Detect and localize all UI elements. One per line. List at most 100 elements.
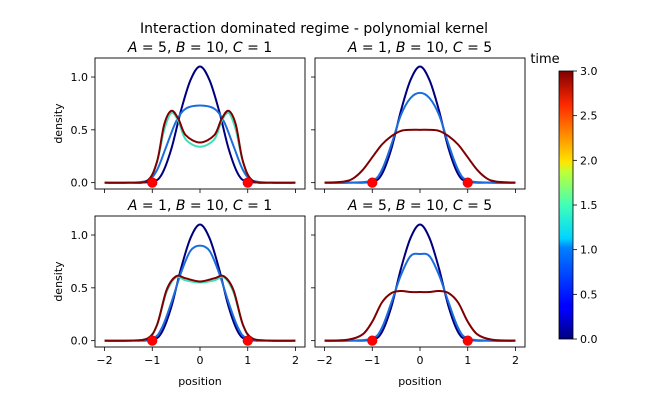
y-tick-label: 0.0	[71, 177, 89, 190]
y-tick-label: 1.0	[71, 71, 89, 84]
initial-point-marker	[367, 177, 378, 188]
param-equals: =	[185, 198, 206, 214]
figure-title: Interaction dominated regime - polynomia…	[140, 21, 488, 37]
series-line-t-0-0	[324, 223, 516, 342]
colorbar-label: time	[530, 52, 559, 67]
param-value: 5	[483, 198, 492, 214]
param-equals: =	[137, 40, 158, 56]
param-sep: ,	[224, 40, 233, 56]
y-tick-label: 1.0	[71, 229, 89, 242]
colorbar-tick-label: 0.0	[580, 333, 598, 346]
series-line-t-1-0	[104, 244, 296, 342]
initial-point-marker	[147, 177, 158, 188]
initial-point-marker	[242, 335, 253, 346]
param-equals: =	[405, 40, 426, 56]
colorbar-tick-label: 2.5	[580, 110, 598, 123]
x-axis-label: position	[398, 375, 442, 388]
series-line-t-1-5	[104, 275, 296, 342]
param-sep: ,	[387, 40, 396, 56]
param-value: 10	[206, 40, 224, 56]
axes-frame	[94, 57, 306, 190]
param-equals: =	[185, 40, 206, 56]
param-name: B	[396, 198, 406, 214]
colorbar-tick-label: 1.5	[580, 199, 598, 212]
panel-4: A = 5, B = 10, C = 5 −2 −1 0 1 2 position	[311, 198, 526, 388]
param-equals: =	[357, 198, 378, 214]
param-value: 5	[158, 40, 167, 56]
series-line-t-1-0	[324, 91, 516, 184]
param-sep: ,	[224, 198, 233, 214]
param-sep: ,	[444, 40, 453, 56]
param-name: A	[347, 40, 358, 56]
initial-point-marker	[147, 335, 158, 346]
param-name: C	[233, 40, 243, 56]
colorbar-tick-label: 1.0	[580, 244, 598, 257]
param-equals: =	[463, 40, 484, 56]
param-name: B	[176, 40, 186, 56]
y-axis-label: density	[52, 103, 65, 144]
param-value: 1	[158, 198, 167, 214]
colorbar-tick-label: 2.0	[580, 154, 598, 167]
colorbar-gradient	[558, 70, 574, 340]
panel-title: A = 5, B = 10, C = 5	[347, 198, 492, 214]
colorbar-tick-label: 0.5	[580, 288, 598, 301]
colorbar: time 0.0 0.5 1.0 1.5 2.0 2.5 3.0	[530, 52, 597, 346]
x-tick-label: 0	[417, 354, 424, 367]
series-line-t-3-0	[324, 128, 516, 184]
series-line-t-3-0	[324, 289, 516, 342]
series-line-t-1-0	[324, 252, 516, 342]
param-name: C	[453, 40, 463, 56]
param-name: C	[453, 198, 463, 214]
panel-title: A = 1, B = 10, C = 1	[127, 198, 272, 214]
initial-point-marker	[367, 335, 378, 346]
param-name: B	[396, 40, 406, 56]
param-sep: ,	[444, 198, 453, 214]
param-sep: ,	[387, 198, 396, 214]
param-value: 1	[378, 40, 387, 56]
series-line-t-0-0	[324, 65, 516, 184]
y-tick-label: 0.5	[71, 282, 89, 295]
param-value: 1	[263, 198, 272, 214]
param-name: A	[127, 198, 138, 214]
param-sep: ,	[167, 198, 176, 214]
x-tick-label: −1	[144, 354, 160, 367]
x-tick-label: −1	[364, 354, 380, 367]
x-tick-label: 1	[464, 354, 471, 367]
axes-frame	[314, 57, 526, 190]
param-equals: =	[405, 198, 426, 214]
x-tick-label: 2	[512, 354, 519, 367]
param-value: 1	[263, 40, 272, 56]
series-line-t-3-0	[104, 109, 296, 184]
y-axis-label: density	[52, 261, 65, 302]
param-value: 10	[426, 40, 444, 56]
panel-title: A = 5, B = 10, C = 1	[127, 40, 272, 56]
x-axis-label: position	[178, 375, 222, 388]
x-tick-label: 0	[197, 354, 204, 367]
param-name: B	[176, 198, 186, 214]
param-equals: =	[357, 40, 378, 56]
x-tick-label: 2	[292, 354, 299, 367]
param-equals: =	[243, 40, 264, 56]
series-line-t-3-0	[104, 274, 296, 342]
param-value: 5	[378, 198, 387, 214]
initial-point-marker	[462, 335, 473, 346]
x-tick-label: −2	[316, 354, 332, 367]
initial-point-marker	[462, 177, 473, 188]
series-line-t-0-0	[104, 65, 296, 184]
y-tick-label: 0.5	[71, 124, 89, 137]
param-value: 10	[206, 198, 224, 214]
x-tick-label: 1	[244, 354, 251, 367]
param-sep: ,	[167, 40, 176, 56]
y-tick-label: 0.0	[71, 335, 89, 348]
panel-2: A = 1, B = 10, C = 5	[311, 40, 526, 193]
param-name: A	[127, 40, 138, 56]
panel-1: A = 5, B = 10, C = 1 0.0 0.5 1.0 density	[52, 40, 306, 193]
panel-3: A = 1, B = 10, C = 1 −2 −1 0 1 2 0.0 0.5 1.0 dens…	[52, 198, 306, 388]
param-equals: =	[463, 198, 484, 214]
param-value: 10	[426, 198, 444, 214]
param-name: C	[233, 198, 243, 214]
panel-title: A = 1, B = 10, C = 5	[347, 40, 492, 56]
axes-frame	[314, 215, 526, 348]
param-name: A	[347, 198, 358, 214]
